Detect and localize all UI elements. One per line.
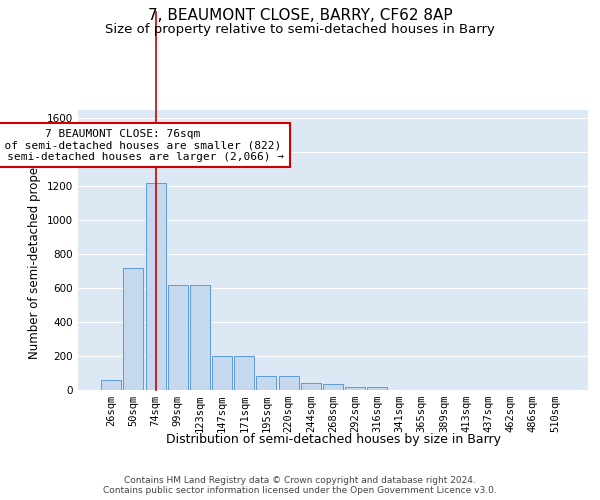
Bar bbox=[124, 268, 143, 390]
Bar bbox=[345, 386, 365, 390]
Bar bbox=[367, 386, 388, 390]
Text: Contains HM Land Registry data © Crown copyright and database right 2024.
Contai: Contains HM Land Registry data © Crown c… bbox=[103, 476, 497, 495]
Bar bbox=[101, 380, 121, 390]
Bar bbox=[146, 183, 166, 390]
Text: 7 BEAUMONT CLOSE: 76sqm
← 28% of semi-detached houses are smaller (822)
71% of s: 7 BEAUMONT CLOSE: 76sqm ← 28% of semi-de… bbox=[0, 128, 284, 162]
Y-axis label: Number of semi-detached properties: Number of semi-detached properties bbox=[28, 140, 41, 360]
Text: Distribution of semi-detached houses by size in Barry: Distribution of semi-detached houses by … bbox=[166, 432, 500, 446]
Bar bbox=[323, 384, 343, 390]
Bar bbox=[234, 356, 254, 390]
Bar bbox=[301, 383, 321, 390]
Bar bbox=[256, 376, 277, 390]
Bar bbox=[278, 376, 299, 390]
Bar bbox=[168, 285, 188, 390]
Bar bbox=[212, 356, 232, 390]
Text: 7, BEAUMONT CLOSE, BARRY, CF62 8AP: 7, BEAUMONT CLOSE, BARRY, CF62 8AP bbox=[148, 8, 452, 22]
Text: Size of property relative to semi-detached houses in Barry: Size of property relative to semi-detach… bbox=[105, 22, 495, 36]
Bar bbox=[190, 285, 210, 390]
